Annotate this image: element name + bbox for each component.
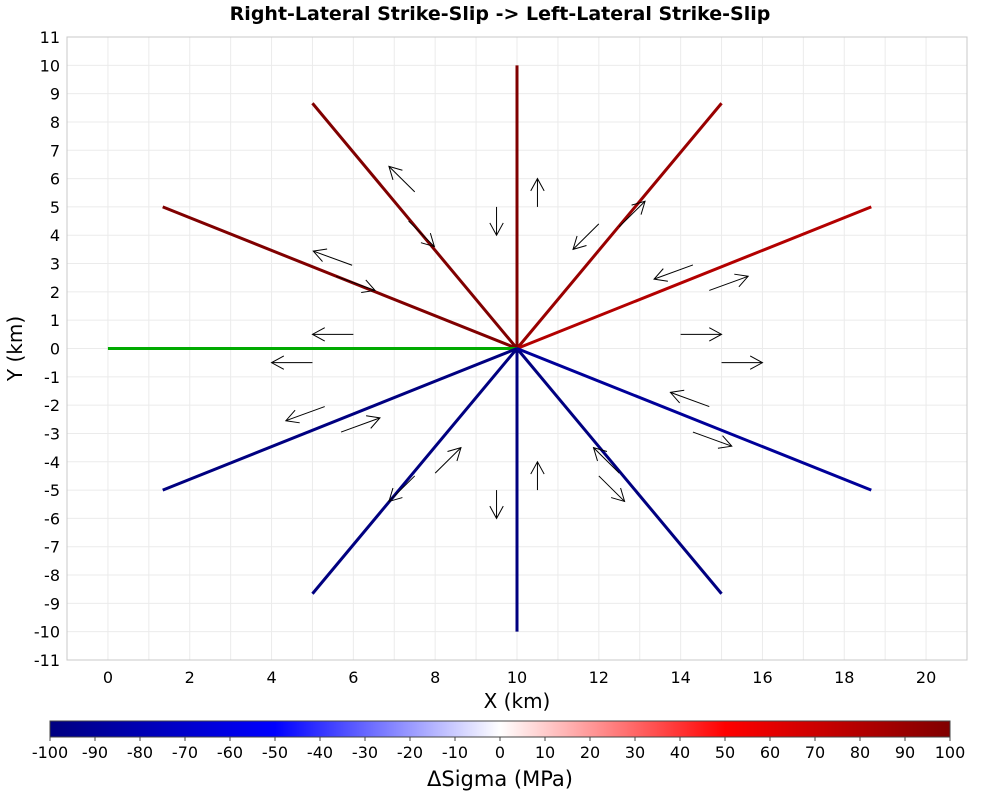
y-tick-label: -4: [44, 453, 60, 472]
slip-arrow: [692, 431, 733, 449]
slip-arrow: [284, 406, 325, 424]
slip-arrow: [388, 475, 416, 503]
slip-arrow: [312, 248, 353, 266]
colorbar-tick-label: -40: [307, 743, 333, 762]
plot-area: [66, 36, 968, 661]
y-axis-label: Y (km): [3, 316, 27, 382]
slip-arrow: [598, 475, 626, 503]
colorbar-label: ΔSigma (MPa): [427, 767, 573, 791]
y-tick-label: 7: [50, 141, 60, 160]
y-tick-label: 10: [40, 56, 60, 75]
y-tick-label: 1: [50, 311, 60, 330]
y-tick-label: -10: [34, 623, 60, 642]
slip-arrow: [618, 200, 646, 228]
y-tick-label: 3: [50, 255, 60, 274]
y-tick-label: 2: [50, 283, 60, 302]
y-tick-label: -5: [44, 481, 60, 500]
slip-arrow: [530, 460, 545, 491]
slip-arrow: [434, 446, 462, 474]
colorbar-tick-label: 30: [625, 743, 645, 762]
colorbar-tick-label: 100: [935, 743, 966, 762]
x-tick-label: 14: [670, 668, 690, 687]
colorbar-tick-label: 70: [805, 743, 825, 762]
colorbar-tick-label: 40: [670, 743, 690, 762]
y-tick-label: 8: [50, 113, 60, 132]
x-tick-label: 6: [348, 668, 358, 687]
colorbar-tick-label: -20: [397, 743, 423, 762]
stress-segment: [516, 347, 872, 492]
slip-arrow: [669, 389, 710, 408]
x-axis-label: X (km): [484, 689, 551, 713]
x-tick-label: 20: [916, 668, 936, 687]
slip-arrow: [388, 165, 416, 193]
y-tick-label: -2: [44, 396, 60, 415]
colorbar-tick-label: -70: [172, 743, 198, 762]
x-tick-label: 12: [589, 668, 609, 687]
y-tick-label: 5: [50, 198, 60, 217]
y-tick-label: -6: [44, 509, 60, 528]
colorbar-tick-label: 20: [580, 743, 600, 762]
stress-segment: [515, 102, 723, 350]
y-tick-label: -7: [44, 538, 60, 557]
slip-arrow: [489, 206, 504, 237]
colorbar-tick-label: -100: [32, 743, 68, 762]
colorbar-tick-label: -50: [262, 743, 288, 762]
colorbar-tick-label: 50: [715, 743, 735, 762]
slip-arrow: [530, 177, 545, 207]
y-tick-label: 0: [50, 340, 60, 359]
colorbar-tick-label: 80: [850, 743, 870, 762]
stress-segment: [311, 102, 519, 350]
chart-title: Right-Lateral Strike-Slip -> Left-Latera…: [230, 3, 771, 25]
y-tick-label: 9: [50, 85, 60, 104]
slip-arrow: [336, 275, 377, 294]
slip-arrow: [709, 273, 750, 291]
stress-segments: [107, 65, 872, 632]
slip-arrows: [270, 165, 764, 520]
colorbar-tick-label: -10: [442, 743, 468, 762]
slip-arrow: [270, 355, 313, 370]
colorbar-tick-labels: -100 -90 -80 -70 -60 -50 -40 -30 -20 -10 0 10 20 30 40…: [32, 737, 965, 762]
y-tick-label: -1: [44, 368, 60, 387]
colorbar-tick-label: -90: [82, 743, 108, 762]
slip-arrow: [680, 327, 723, 342]
colorbar-tick-label: 10: [535, 743, 555, 762]
y-tick-label: 11: [40, 28, 60, 47]
x-tick-label: 8: [430, 668, 440, 687]
stress-segment: [515, 347, 723, 595]
stress-segment: [162, 347, 518, 492]
x-tick-label: 10: [507, 668, 527, 687]
stress-segment: [516, 205, 872, 350]
slip-arrow: [572, 223, 600, 251]
y-tick-label: -8: [44, 566, 60, 585]
colorbar-tick-label: -80: [127, 743, 153, 762]
x-tick-label: 2: [185, 668, 195, 687]
slip-arrow: [489, 490, 504, 520]
slip-arrow: [653, 264, 694, 282]
slip-arrow: [340, 415, 381, 433]
y-tick-label: 4: [50, 226, 60, 245]
colorbar-tick-label: 0: [495, 743, 505, 762]
x-tick-label: 4: [266, 668, 276, 687]
x-tick-labels: 0 2 4 6 8 10 12 14 16 18 20: [103, 668, 936, 687]
y-tick-label: -3: [44, 424, 60, 443]
slip-arrow: [592, 446, 620, 474]
x-tick-label: 16: [752, 668, 772, 687]
colorbar-tick-label: -60: [217, 743, 243, 762]
colorbar-tick-label: 60: [760, 743, 780, 762]
colorbar: [49, 720, 951, 738]
colorbar-tick-label: 90: [895, 743, 915, 762]
slip-arrow: [311, 327, 354, 342]
x-tick-label: 0: [103, 668, 113, 687]
x-tick-label: 18: [834, 668, 854, 687]
colorbar-tick-label: -30: [352, 743, 378, 762]
slip-arrow: [408, 220, 436, 248]
y-tick-label: 6: [50, 170, 60, 189]
y-tick-label: -9: [44, 594, 60, 613]
y-tick-label: -11: [34, 651, 60, 670]
slip-arrow: [721, 355, 764, 370]
stress-segment: [311, 347, 519, 595]
